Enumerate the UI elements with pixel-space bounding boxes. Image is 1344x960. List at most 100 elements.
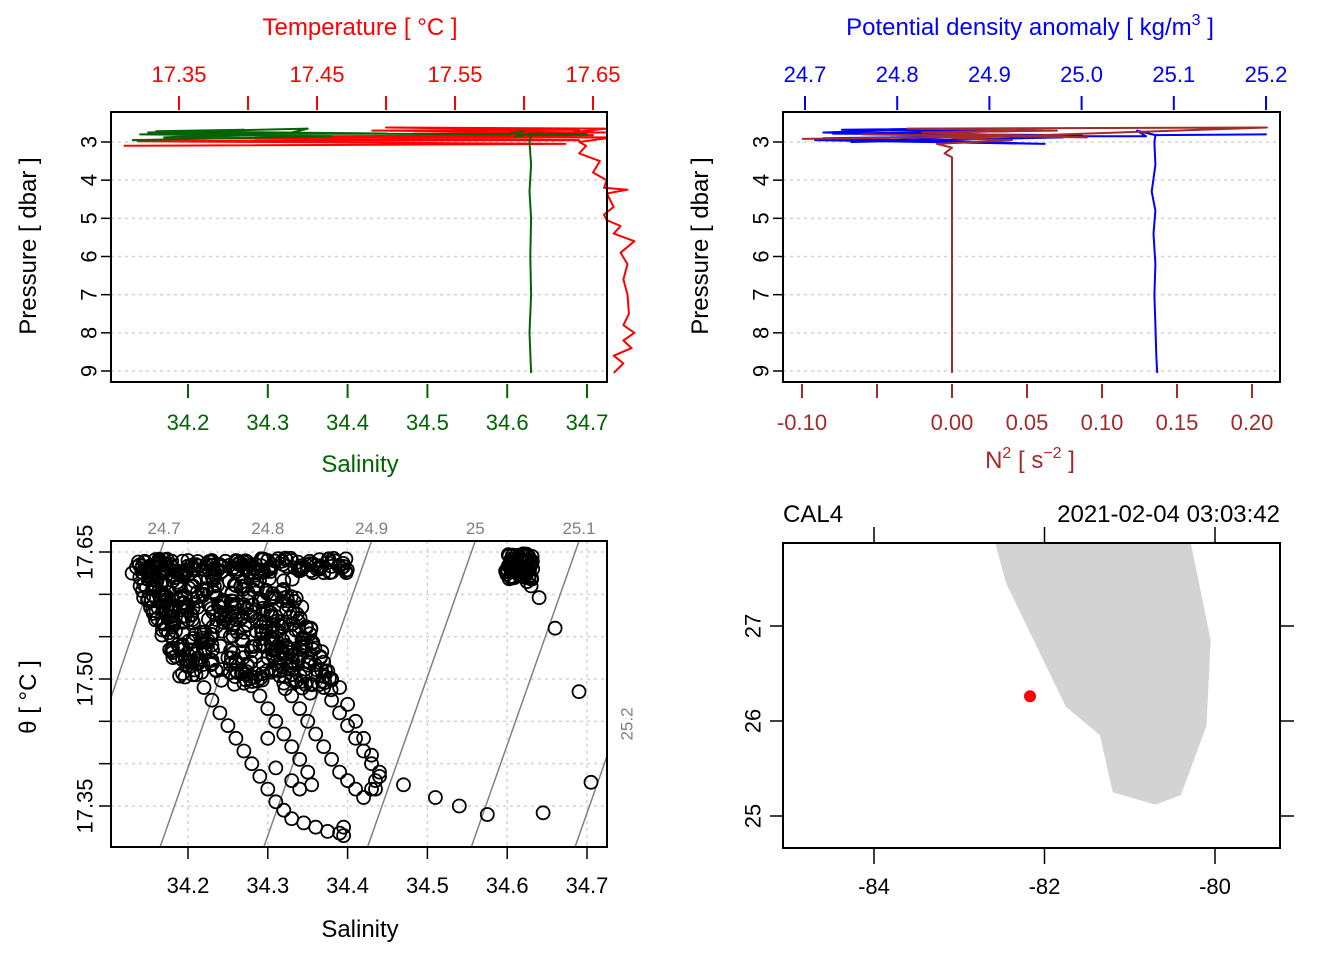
bottom-tick-label: -0.10 bbox=[777, 410, 827, 435]
x-tick-label: 34.7 bbox=[566, 873, 609, 898]
station-name: CAL4 bbox=[783, 501, 843, 528]
ts-point bbox=[372, 764, 387, 780]
bottom-tick-label: 34.3 bbox=[246, 410, 289, 435]
grid bbox=[783, 141, 1280, 372]
y-tick-label: 25 bbox=[741, 804, 766, 828]
ts-point bbox=[154, 627, 170, 643]
x-tick-label: -84 bbox=[858, 874, 890, 899]
x-tick-label: 34.2 bbox=[167, 873, 210, 898]
ts-point bbox=[220, 718, 236, 733]
ts-point bbox=[204, 692, 220, 708]
station-marker bbox=[1024, 690, 1036, 703]
bottom-tick-label: 34.2 bbox=[167, 410, 210, 435]
ts-point bbox=[275, 633, 291, 648]
y-tick-label: 17.50 bbox=[73, 651, 98, 706]
ts-point bbox=[348, 781, 364, 797]
ts-point bbox=[295, 638, 311, 653]
y-tick-label: 8 bbox=[77, 327, 102, 339]
panel-ts-diagram: Salinity θ [ °C ] 24.7 24.8 24.9 25 25.1 25.2… bbox=[15, 519, 637, 943]
x-tick-label: -80 bbox=[1199, 874, 1231, 899]
ts-point bbox=[547, 620, 563, 636]
ts-point bbox=[296, 815, 312, 831]
ts-point bbox=[175, 666, 191, 681]
ts-point bbox=[286, 593, 302, 609]
y-tick-label: 8 bbox=[749, 327, 774, 339]
ts-point bbox=[308, 726, 324, 742]
ts-point bbox=[190, 589, 206, 605]
ts-point bbox=[265, 648, 281, 664]
ts-point bbox=[236, 743, 252, 759]
x-tick-label: 34.6 bbox=[486, 873, 529, 898]
top-tick-label: 25.0 bbox=[1060, 62, 1103, 87]
top-axis-title: Temperature [ °C ] bbox=[263, 14, 458, 41]
panel-density-n2-profile: Potential density anomaly [ kg/m3 ] N2 [… bbox=[687, 12, 1287, 474]
ts-point bbox=[364, 781, 379, 797]
profile-lines bbox=[123, 126, 636, 374]
ts-point bbox=[291, 622, 307, 638]
ts-point bbox=[260, 730, 276, 746]
ts-point bbox=[177, 669, 193, 685]
series-line-salinity bbox=[132, 127, 588, 373]
y-tick-label: 5 bbox=[749, 212, 774, 224]
ts-point bbox=[176, 595, 192, 611]
ts-points bbox=[124, 546, 599, 843]
x-tick-label: 34.3 bbox=[246, 873, 289, 898]
ts-point bbox=[332, 680, 348, 695]
ts-point bbox=[269, 613, 285, 629]
ts-point bbox=[236, 578, 252, 594]
ts-point bbox=[259, 585, 275, 601]
ts-point bbox=[309, 561, 325, 577]
isopycnal-label: 24.9 bbox=[355, 519, 388, 538]
ts-point bbox=[225, 645, 241, 661]
ts-point bbox=[522, 557, 538, 572]
ts-point bbox=[255, 656, 271, 672]
ts-point bbox=[340, 718, 356, 733]
ts-point bbox=[186, 615, 201, 631]
y-tick-label: 5 bbox=[77, 212, 102, 224]
ts-point bbox=[196, 680, 212, 695]
ts-point bbox=[136, 590, 152, 605]
ts-point bbox=[327, 553, 342, 569]
ts-point bbox=[172, 564, 188, 580]
ts-point bbox=[294, 558, 310, 574]
ts-point bbox=[284, 739, 300, 755]
ts-point bbox=[268, 713, 284, 729]
ts-point bbox=[244, 669, 260, 685]
ts-point bbox=[292, 561, 308, 577]
ts-point bbox=[208, 619, 224, 634]
bottom-tick-label: 0.00 bbox=[931, 410, 974, 435]
ts-point bbox=[168, 648, 184, 664]
panel-temperature-salinity-profile: Temperature [ °C ] Salinity Pressure [ d… bbox=[15, 14, 636, 478]
ts-point bbox=[292, 668, 308, 684]
ts-point bbox=[190, 600, 206, 615]
isopycnal-line bbox=[366, 541, 476, 847]
ts-point bbox=[224, 585, 240, 601]
ts-point bbox=[279, 602, 294, 617]
y-tick-label: 6 bbox=[77, 250, 102, 262]
ts-point bbox=[276, 726, 292, 742]
ts-point bbox=[256, 615, 271, 631]
ts-point bbox=[145, 603, 161, 618]
ts-point bbox=[276, 802, 292, 818]
ts-point bbox=[336, 828, 352, 843]
ts-point bbox=[252, 769, 268, 784]
ts-point bbox=[292, 781, 308, 797]
ts-point bbox=[324, 692, 340, 708]
ts-point bbox=[516, 569, 532, 585]
x-tick-label: -82 bbox=[1029, 874, 1061, 899]
isopycnal-label: 25.2 bbox=[618, 707, 637, 740]
ts-point bbox=[396, 777, 411, 793]
ts-point bbox=[285, 641, 301, 657]
ts-point bbox=[270, 551, 286, 567]
ts-point bbox=[212, 705, 228, 721]
ts-point bbox=[258, 623, 274, 639]
y-tick-label: 7 bbox=[77, 289, 102, 301]
axes: 3 4 5 6 7 8 9 17.35 17.45 17.55 17.65 34.2 34.3 34.4 3… bbox=[77, 62, 621, 435]
ts-point bbox=[228, 730, 244, 746]
ts-point bbox=[150, 611, 165, 626]
y-tick-label: 4 bbox=[749, 174, 774, 186]
ts-point bbox=[311, 552, 327, 568]
ts-point bbox=[160, 559, 176, 574]
ts-point bbox=[339, 562, 355, 578]
top-tick-label: 24.9 bbox=[968, 62, 1011, 87]
